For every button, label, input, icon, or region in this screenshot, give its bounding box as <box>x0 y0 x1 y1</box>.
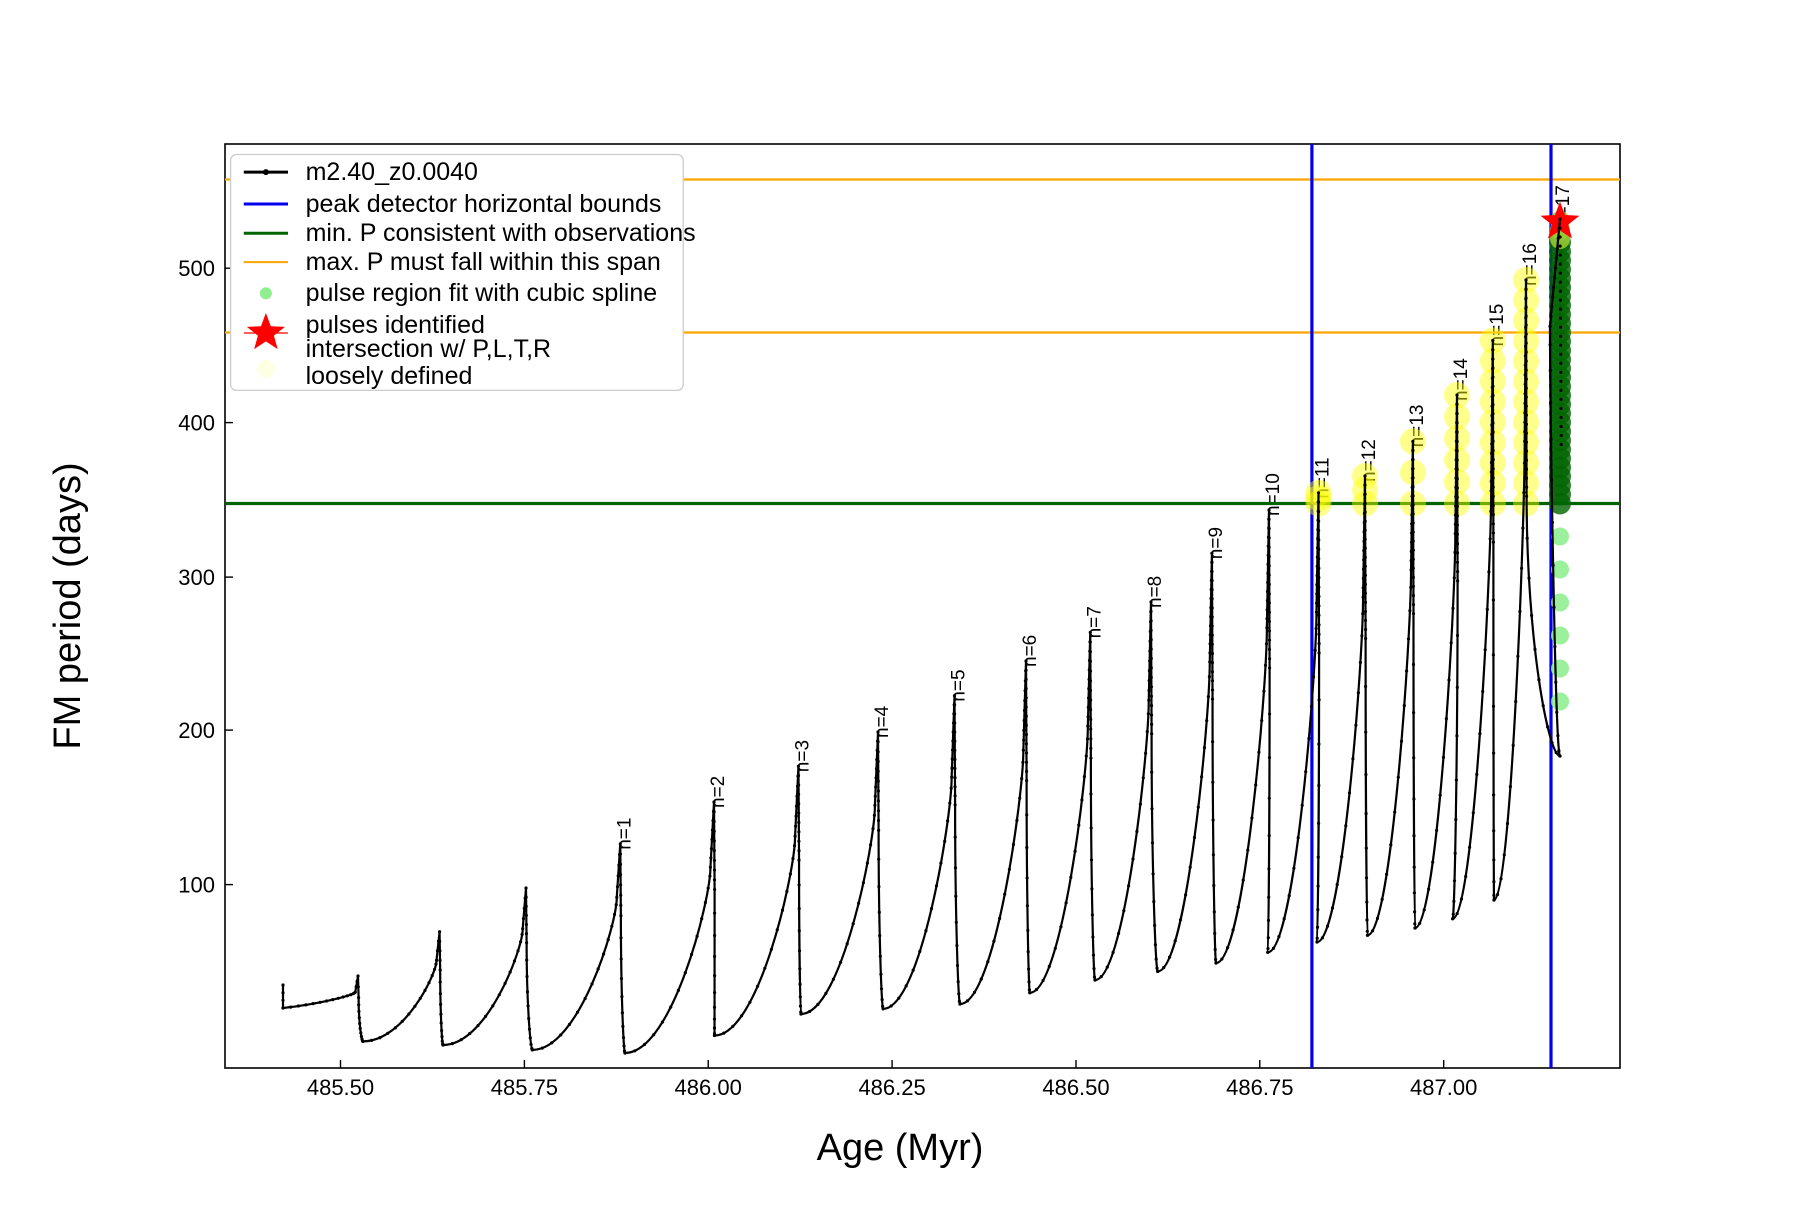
svg-text:n=4: n=4 <box>872 705 893 738</box>
svg-text:n=3: n=3 <box>792 740 813 772</box>
svg-text:n=1: n=1 <box>614 818 635 850</box>
svg-text:Age (Myr): Age (Myr) <box>817 1127 984 1169</box>
svg-text:loosely defined: loosely defined <box>306 362 473 390</box>
svg-text:486.50: 486.50 <box>1042 1075 1109 1100</box>
svg-text:486.75: 486.75 <box>1226 1075 1293 1100</box>
svg-text:300: 300 <box>178 565 215 590</box>
svg-text:486.25: 486.25 <box>858 1075 925 1100</box>
svg-text:485.75: 485.75 <box>491 1075 558 1100</box>
svg-text:n=7: n=7 <box>1084 606 1105 638</box>
svg-text:486.00: 486.00 <box>675 1075 742 1100</box>
svg-text:intersection w/ P,L,T,R: intersection w/ P,L,T,R <box>306 335 551 363</box>
svg-text:500: 500 <box>178 256 215 281</box>
svg-text:min. P consistent with observa: min. P consistent with observations <box>306 219 696 247</box>
svg-text:485.50: 485.50 <box>307 1075 374 1100</box>
svg-text:peak detector horizontal bound: peak detector horizontal bounds <box>306 190 662 218</box>
svg-text:n=10: n=10 <box>1263 473 1284 516</box>
svg-text:max. P must fall within this s: max. P must fall within this span <box>306 248 661 276</box>
svg-text:pulse region fit with cubic sp: pulse region fit with cubic spline <box>306 279 658 307</box>
svg-text:487.00: 487.00 <box>1410 1075 1477 1100</box>
svg-text:400: 400 <box>178 411 215 436</box>
svg-text:n=9: n=9 <box>1206 527 1227 559</box>
svg-text:100: 100 <box>178 873 215 898</box>
svg-text:200: 200 <box>178 718 215 743</box>
svg-text:FM period (days): FM period (days) <box>47 462 89 749</box>
svg-text:n=8: n=8 <box>1145 576 1166 608</box>
svg-text:n=2: n=2 <box>708 776 729 808</box>
svg-text:m2.40_z0.0040: m2.40_z0.0040 <box>306 158 478 186</box>
svg-text:n=5: n=5 <box>949 669 970 701</box>
svg-text:n=6: n=6 <box>1020 635 1041 667</box>
